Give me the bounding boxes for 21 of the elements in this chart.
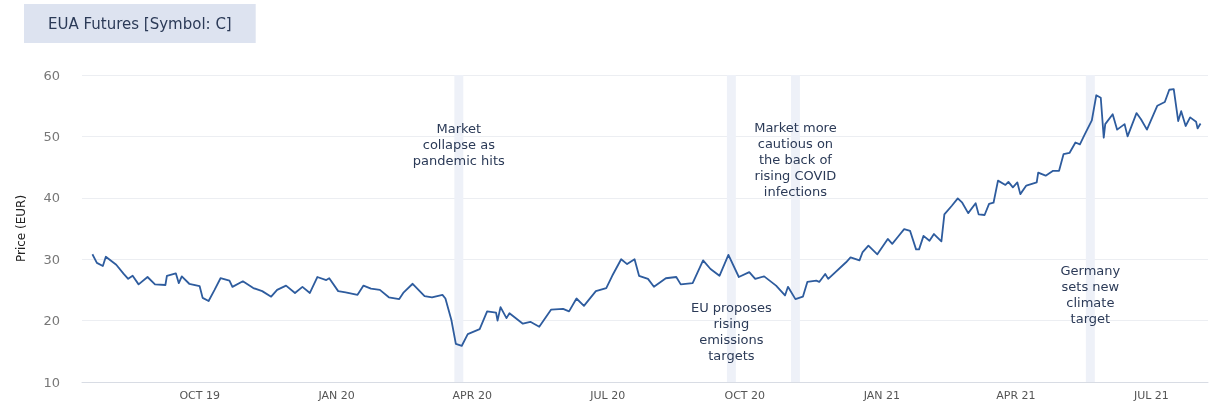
- y-axis-title: Price (EUR): [14, 194, 28, 263]
- x-tick-label: OCT 20: [724, 389, 766, 402]
- annotation: Germany sets new climate target: [1060, 262, 1121, 326]
- x-tick-label: OCT 19: [179, 389, 220, 402]
- y-tick-label: 20: [43, 313, 60, 329]
- y-tick-label: 50: [43, 128, 60, 144]
- annotation: Market collapse as pandemic hits: [412, 120, 506, 168]
- y-tick-label: 30: [43, 251, 60, 267]
- line-series: [91, 88, 1202, 347]
- x-tick-label: JUL 20: [589, 389, 626, 402]
- annotation: Market more cautious on the back of rising COVID infections: [754, 119, 837, 199]
- x-tick-label: JAN 20: [317, 389, 355, 402]
- y-tick-label: 10: [43, 374, 60, 390]
- x-tick-label: JUL 21: [1132, 389, 1169, 402]
- x-tick-label: APR 21: [996, 389, 1036, 402]
- annotation: EU proposes rising emissions targets: [690, 300, 773, 364]
- x-tick-label: JAN 21: [862, 389, 900, 402]
- chart-title: EUA Futures [Symbol: C]: [48, 14, 232, 33]
- y-tick-label: 40: [43, 190, 60, 206]
- x-tick-label: APR 20: [452, 389, 492, 402]
- y-tick-label: 60: [43, 67, 60, 83]
